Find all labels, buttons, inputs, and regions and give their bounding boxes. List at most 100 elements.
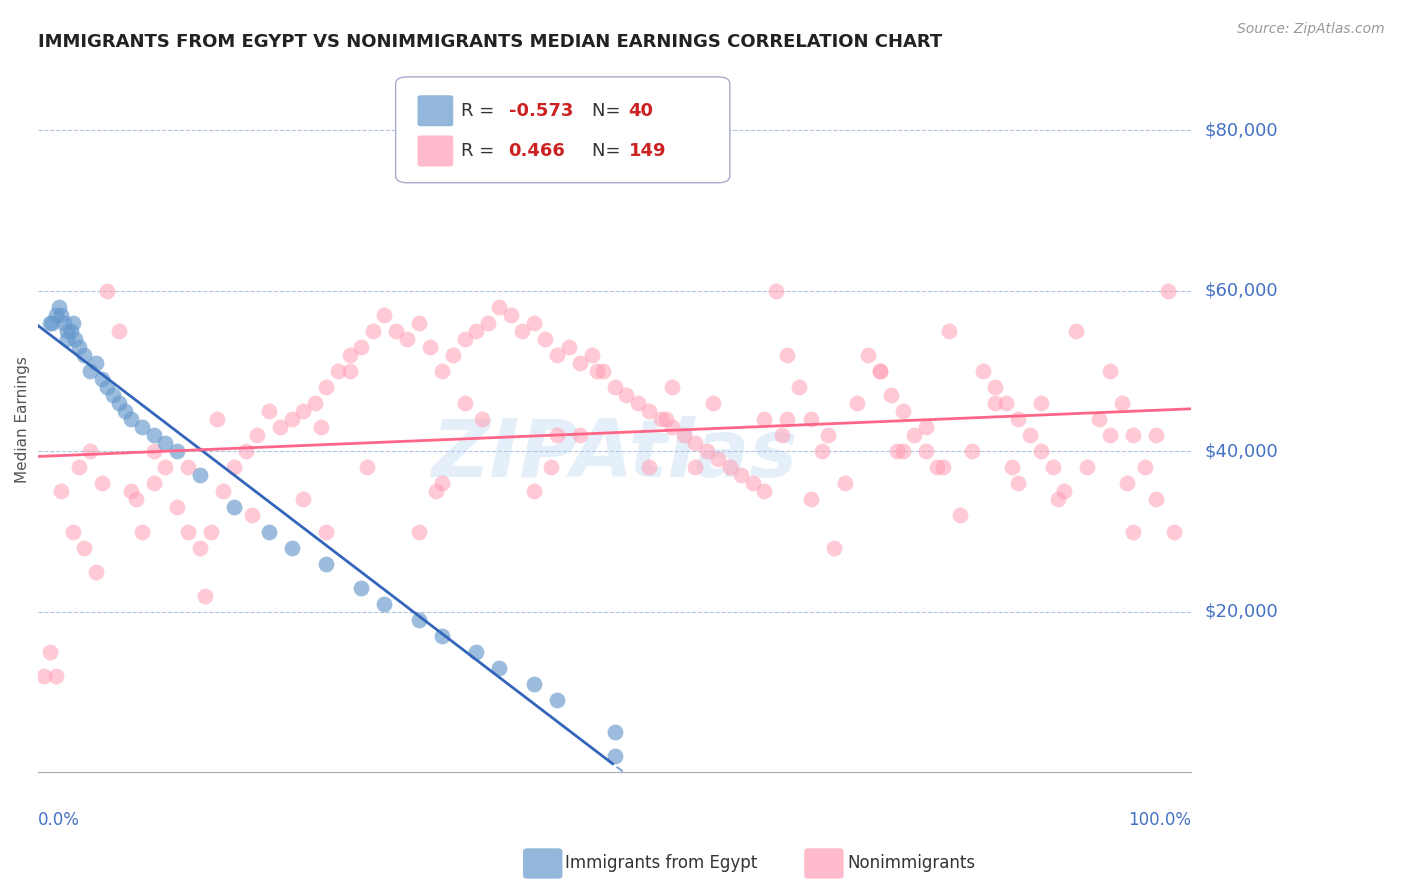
- Point: [45, 308, 67, 322]
- Text: R =: R =: [461, 102, 501, 120]
- Point: [59, 324, 82, 338]
- Point: [932, 460, 955, 475]
- Point: [707, 452, 730, 467]
- Y-axis label: Median Earnings: Median Earnings: [15, 356, 30, 483]
- Point: [655, 412, 678, 426]
- Point: [281, 412, 304, 426]
- Point: [770, 428, 793, 442]
- Point: [281, 541, 304, 555]
- Point: [811, 444, 834, 458]
- Point: [776, 412, 799, 426]
- Point: [488, 300, 510, 314]
- Text: $20,000: $20,000: [1205, 603, 1278, 621]
- Point: [396, 332, 419, 346]
- Point: [56, 324, 79, 338]
- Point: [995, 396, 1018, 410]
- Point: [1144, 428, 1167, 442]
- Point: [153, 436, 176, 450]
- Point: [869, 364, 891, 378]
- Text: 149: 149: [628, 142, 666, 160]
- Text: N=: N=: [592, 102, 626, 120]
- Point: [67, 460, 90, 475]
- Point: [1099, 428, 1122, 442]
- Point: [373, 308, 395, 322]
- Point: [1018, 428, 1040, 442]
- Point: [546, 428, 568, 442]
- Point: [799, 492, 821, 507]
- Point: [131, 524, 153, 539]
- Text: $80,000: $80,000: [1205, 121, 1278, 139]
- Point: [79, 364, 101, 378]
- Point: [972, 364, 994, 378]
- Text: -0.573: -0.573: [509, 102, 574, 120]
- Point: [1157, 284, 1180, 298]
- FancyBboxPatch shape: [418, 136, 453, 167]
- Point: [477, 316, 499, 330]
- Point: [62, 524, 84, 539]
- Point: [960, 444, 983, 458]
- Point: [84, 356, 107, 370]
- Point: [269, 420, 291, 434]
- Point: [685, 436, 707, 450]
- Point: [56, 332, 79, 346]
- Point: [373, 597, 395, 611]
- Point: [672, 428, 695, 442]
- Point: [614, 388, 637, 402]
- Point: [1122, 524, 1144, 539]
- Point: [41, 316, 63, 330]
- Point: [754, 484, 776, 499]
- Point: [257, 524, 280, 539]
- Point: [465, 324, 488, 338]
- Point: [586, 364, 609, 378]
- Point: [1133, 460, 1156, 475]
- Point: [454, 396, 477, 410]
- Point: [488, 661, 510, 675]
- Point: [569, 356, 592, 370]
- Point: [408, 524, 430, 539]
- Point: [441, 348, 464, 362]
- Point: [339, 348, 361, 362]
- Point: [339, 364, 361, 378]
- Point: [603, 725, 626, 739]
- Text: $40,000: $40,000: [1205, 442, 1278, 460]
- Point: [292, 492, 315, 507]
- Text: Immigrants from Egypt: Immigrants from Egypt: [565, 855, 758, 872]
- Point: [103, 388, 125, 402]
- Text: 0.466: 0.466: [509, 142, 565, 160]
- Point: [350, 581, 373, 595]
- Text: Source: ZipAtlas.com: Source: ZipAtlas.com: [1237, 22, 1385, 37]
- Point: [63, 332, 86, 346]
- Point: [304, 396, 326, 410]
- Point: [661, 380, 683, 394]
- Point: [309, 420, 332, 434]
- Point: [557, 340, 579, 354]
- Point: [471, 412, 494, 426]
- Point: [200, 524, 222, 539]
- Point: [315, 524, 337, 539]
- Point: [523, 316, 546, 330]
- Point: [903, 428, 925, 442]
- Point: [1001, 460, 1024, 475]
- Point: [1047, 492, 1070, 507]
- Point: [188, 541, 211, 555]
- Point: [430, 364, 453, 378]
- Point: [205, 412, 228, 426]
- Point: [356, 460, 378, 475]
- Point: [51, 308, 73, 322]
- Point: [194, 589, 217, 603]
- Point: [685, 460, 707, 475]
- Point: [326, 364, 349, 378]
- Point: [638, 404, 661, 418]
- Point: [96, 284, 118, 298]
- Point: [512, 324, 534, 338]
- Point: [108, 396, 131, 410]
- Text: 100.0%: 100.0%: [1128, 811, 1191, 829]
- Point: [430, 629, 453, 643]
- Point: [540, 460, 562, 475]
- Point: [534, 332, 557, 346]
- Text: Nonimmigrants: Nonimmigrants: [848, 855, 976, 872]
- Point: [224, 500, 246, 515]
- Point: [240, 508, 263, 523]
- Point: [823, 541, 845, 555]
- Point: [949, 508, 972, 523]
